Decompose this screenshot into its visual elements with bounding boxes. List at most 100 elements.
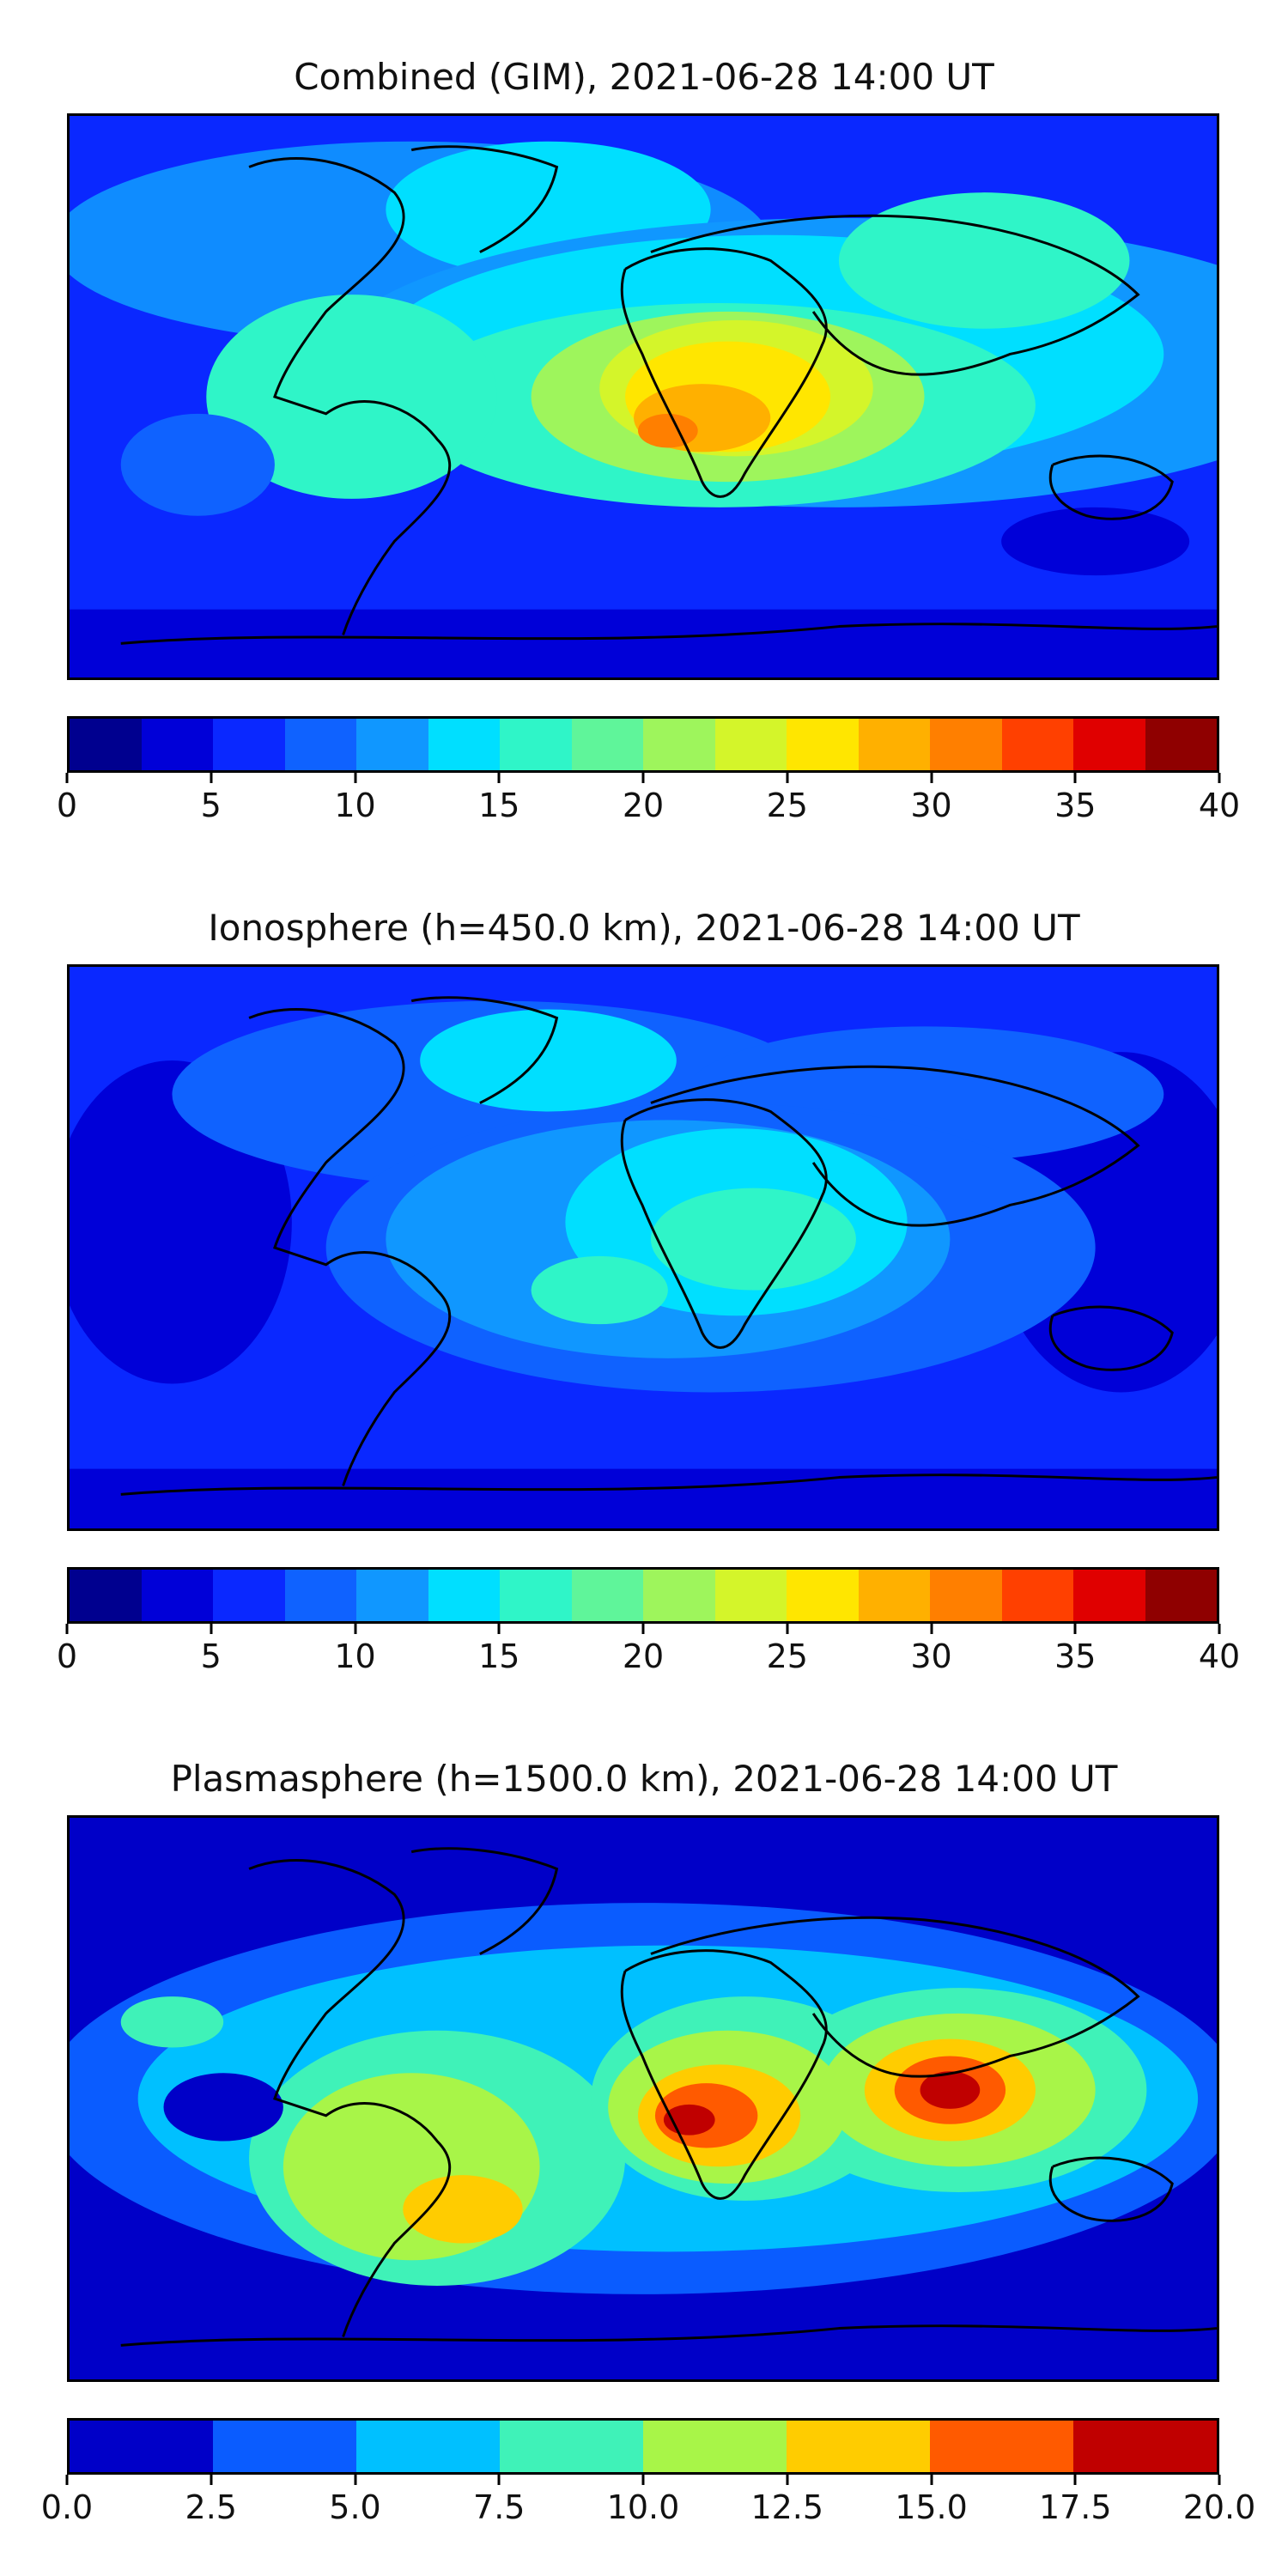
colorbar-combined	[67, 716, 1219, 773]
colorbar-tick-label: 10	[334, 787, 376, 824]
colorbar-segment	[1001, 1570, 1073, 1621]
map-plasmasphere	[67, 1815, 1219, 2382]
colorbar-tick	[1218, 1624, 1221, 1634]
colorbar-segment	[213, 1570, 285, 1621]
colorbar-segment	[1145, 1570, 1217, 1621]
colorbar-segment	[428, 1570, 500, 1621]
panel-title-ionosphere: Ionosphere (h=450.0 km), 2021-06-28 14:0…	[208, 907, 1080, 949]
colorbar-segment	[70, 719, 142, 770]
colorbar-segment	[213, 719, 285, 770]
colorbar-ticks-plasmasphere: 0.0 2.5 5.0 7.5 10.0 12.5 15.0 17.5 20.0	[41, 2475, 1255, 2526]
tec-map-plasmasphere	[70, 1818, 1217, 2379]
colorbar-segment	[141, 719, 213, 770]
colorbar-tick-label: 5	[200, 787, 222, 824]
colorbar-segment	[213, 2421, 356, 2472]
colorbar-tick	[354, 773, 356, 783]
colorbar-segment	[428, 719, 500, 770]
coastlines	[120, 996, 1217, 1496]
colorbar-tick	[1073, 1624, 1077, 1634]
colorbar-tick	[210, 773, 213, 783]
panel-title-combined: Combined (GIM), 2021-06-28 14:00 UT	[294, 56, 994, 98]
colorbar-tick-label: 15	[478, 1637, 520, 1675]
colorbar-segment	[500, 719, 572, 770]
colorbar-tick-label: 40	[1198, 787, 1241, 824]
colorbar-tick	[65, 2475, 69, 2485]
colorbar-tick	[210, 2475, 213, 2485]
tec-map-combined	[70, 116, 1217, 677]
colorbar-tick	[786, 2475, 789, 2485]
colorbar-segment	[714, 1570, 787, 1621]
colorbar-tick	[65, 773, 69, 783]
colorbar-segment	[787, 1570, 859, 1621]
colorbar-tick-label: 35	[1054, 787, 1097, 824]
colorbar-tick-label: 10.0	[606, 2488, 680, 2526]
colorbar-segment	[356, 719, 428, 770]
colorbar-segment	[930, 719, 1002, 770]
colorbar-ticks-combined: 0 5 10 15 20 25 30 35 40	[57, 773, 1240, 824]
colorbar-tick	[641, 2475, 645, 2485]
colorbar-tick-label: 5.0	[329, 2488, 381, 2526]
colorbar-tick-label: 10	[334, 1637, 376, 1675]
colorbar-tick	[354, 2475, 356, 2485]
colorbar-tick	[930, 2475, 933, 2485]
colorbar-segment	[930, 2421, 1073, 2472]
colorbar-segment	[1073, 2421, 1217, 2472]
coastlines	[120, 1847, 1217, 2347]
colorbar-tick	[497, 773, 501, 783]
colorbar-tick-label: 0	[56, 787, 78, 824]
colorbar-segment	[500, 1570, 572, 1621]
colorbar-ticks-ionosphere: 0 5 10 15 20 25 30 35 40	[57, 1624, 1240, 1675]
colorbar-tick-label: 30	[910, 787, 952, 824]
coastlines	[120, 145, 1217, 645]
colorbar-tick	[1218, 773, 1221, 783]
map-ionosphere	[67, 964, 1219, 1531]
colorbar-segment	[858, 1570, 930, 1621]
colorbar-tick-label: 17.5	[1038, 2488, 1112, 2526]
colorbar-tick-label: 20	[622, 1637, 665, 1675]
colorbar-segment	[858, 719, 930, 770]
colorbar-segment	[643, 1570, 715, 1621]
colorbar-tick	[1073, 2475, 1077, 2485]
colorbar-tick	[641, 1624, 645, 1634]
colorbar-tick-label: 5	[200, 1637, 222, 1675]
colorbar-segment	[1073, 719, 1145, 770]
colorbar-segment	[141, 1570, 213, 1621]
colorbar-tick-label: 25	[766, 1637, 808, 1675]
colorbar-tick-label: 0	[56, 1637, 78, 1675]
colorbar-segment	[930, 1570, 1002, 1621]
colorbar-tick	[1073, 773, 1077, 783]
panel-title-plasmasphere: Plasmasphere (h=1500.0 km), 2021-06-28 1…	[170, 1758, 1118, 1800]
colorbar-tick	[497, 2475, 501, 2485]
colorbar-tick-label: 7.5	[473, 2488, 526, 2526]
colorbar-tick-label: 20.0	[1182, 2488, 1256, 2526]
colorbar-segment	[500, 2421, 643, 2472]
colorbar-tick-label: 25	[766, 787, 808, 824]
colorbar-segment	[284, 719, 356, 770]
colorbar-segment	[571, 1570, 643, 1621]
colorbar-segment	[70, 2421, 213, 2472]
colorbar-segment	[787, 719, 859, 770]
colorbar-segment	[1073, 1570, 1145, 1621]
colorbar-segment	[643, 2421, 787, 2472]
colorbar-tick	[65, 1624, 69, 1634]
colorbar-tick-label: 2.5	[185, 2488, 237, 2526]
colorbar-tick	[930, 773, 933, 783]
colorbar-tick-label: 30	[910, 1637, 952, 1675]
colorbar-ionosphere	[67, 1567, 1219, 1624]
colorbar-segment	[643, 719, 715, 770]
colorbar-plasmasphere	[67, 2418, 1219, 2475]
colorbar-segment	[356, 2421, 500, 2472]
colorbar-segment	[356, 1570, 428, 1621]
colorbar-tick	[786, 1624, 789, 1634]
colorbar-tick	[930, 1624, 933, 1634]
colorbar-tick	[210, 1624, 213, 1634]
colorbar-tick	[354, 1624, 356, 1634]
colorbar-tick-label: 12.5	[750, 2488, 824, 2526]
colorbar-tick-label: 15.0	[895, 2488, 968, 2526]
colorbar-segment	[714, 719, 787, 770]
colorbar-tick	[497, 1624, 501, 1634]
tec-map-ionosphere	[70, 967, 1217, 1528]
map-combined	[67, 113, 1219, 680]
colorbar-segment	[284, 1570, 356, 1621]
colorbar-tick	[786, 773, 789, 783]
